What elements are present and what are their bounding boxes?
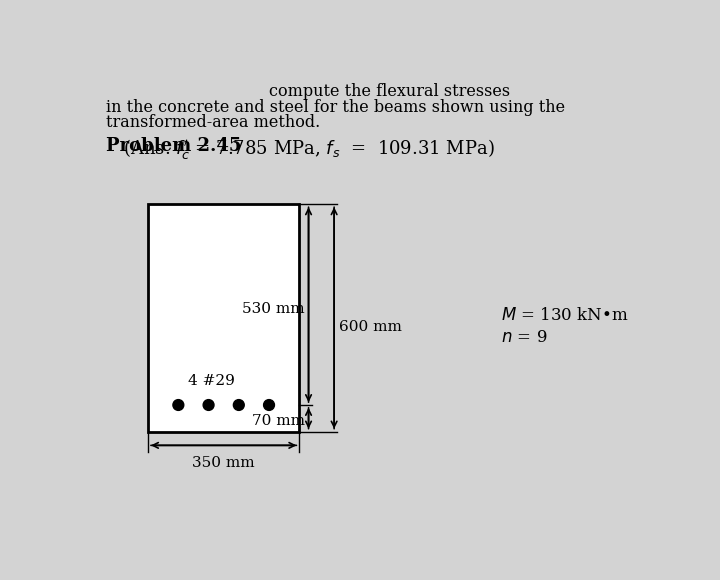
Text: compute the flexural stresses: compute the flexural stresses	[269, 84, 510, 100]
Circle shape	[203, 400, 214, 411]
Circle shape	[173, 400, 184, 411]
Text: 350 mm: 350 mm	[192, 456, 255, 470]
Text: $M$ = 130 kN•m: $M$ = 130 kN•m	[500, 307, 629, 324]
Text: $n$ = 9: $n$ = 9	[500, 329, 547, 346]
Circle shape	[233, 400, 244, 411]
Bar	[148, 204, 300, 432]
Text: in the concrete and steel for the beams shown using the: in the concrete and steel for the beams …	[106, 99, 564, 116]
Text: 70 mm: 70 mm	[252, 414, 305, 428]
Text: transformed-area method.: transformed-area method.	[106, 114, 320, 131]
Text: Problem 2.45: Problem 2.45	[106, 137, 241, 155]
Text: 530 mm: 530 mm	[242, 302, 305, 316]
Text: 600 mm: 600 mm	[339, 320, 402, 334]
Text: (Ans. $f_c^{\prime}$ = 7.785 MPa, $f_s$  =  109.31 MPa): (Ans. $f_c^{\prime}$ = 7.785 MPa, $f_s$ …	[106, 137, 494, 161]
Circle shape	[264, 400, 274, 411]
Text: 4 #29: 4 #29	[188, 374, 235, 388]
